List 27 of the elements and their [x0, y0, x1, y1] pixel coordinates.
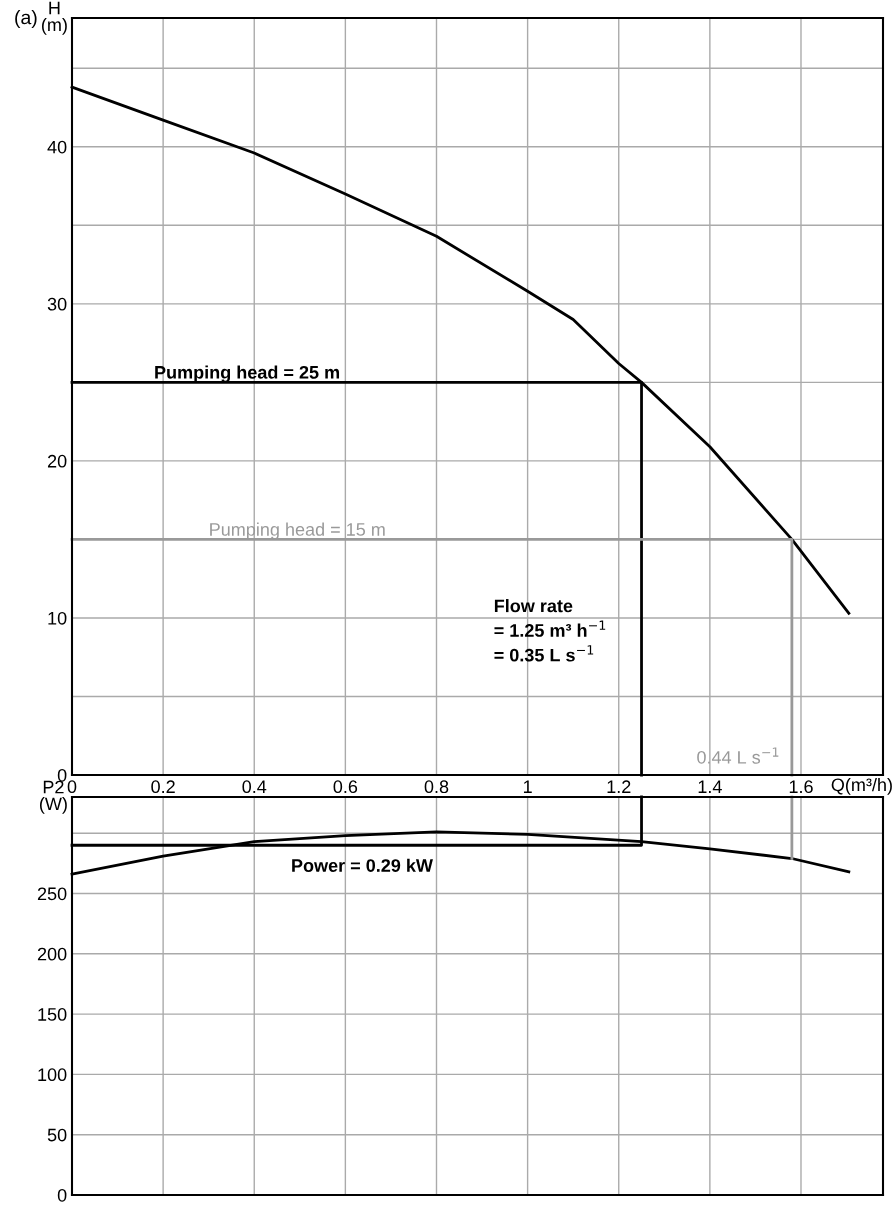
y-tick-label: 150 [38, 1008, 67, 1021]
x-tick-label: 0.4 [242, 780, 267, 794]
x-axis-title: Q(m³/h) [831, 778, 892, 795]
text: Flow rate = 1.25 m³ h$^{−1}$ = 0.35 L s$^{−1}$ [494, 599, 606, 662]
y-tick-label: 30 [47, 297, 67, 311]
y-tick-label: 200 [37, 947, 67, 961]
x-tick-label: 1.6 [789, 780, 813, 794]
y-axis-title: H (m) [42, 1, 67, 35]
y-tick-label: 10 [48, 611, 67, 625]
x-tick-label: 1 [523, 780, 532, 793]
y-tick-label: 0 [57, 768, 67, 782]
x-tick-label: 0 [67, 780, 77, 794]
annotation: Pumping head = 25 m [155, 365, 340, 383]
chart-title: (a) [15, 10, 37, 29]
y-axis-title: P2 (W) [40, 780, 67, 814]
y-tick-label: 20 [47, 454, 67, 468]
x-tick-label: 1.2 [607, 780, 631, 793]
y-tick-label: 250 [37, 887, 67, 901]
x-tick-label: 0.8 [424, 780, 449, 794]
annotation: Power = 0.29 kW [292, 858, 433, 872]
y-tick-label: 40 [47, 140, 67, 154]
x-tick-label: 1.4 [698, 780, 722, 793]
y-tick-label: 50 [47, 1128, 67, 1142]
y-tick-label: 0 [57, 1188, 67, 1202]
x-tick-label: 0.2 [151, 780, 175, 794]
x-tick-label: 0.6 [333, 780, 358, 794]
y-tick-label: 100 [38, 1068, 67, 1082]
